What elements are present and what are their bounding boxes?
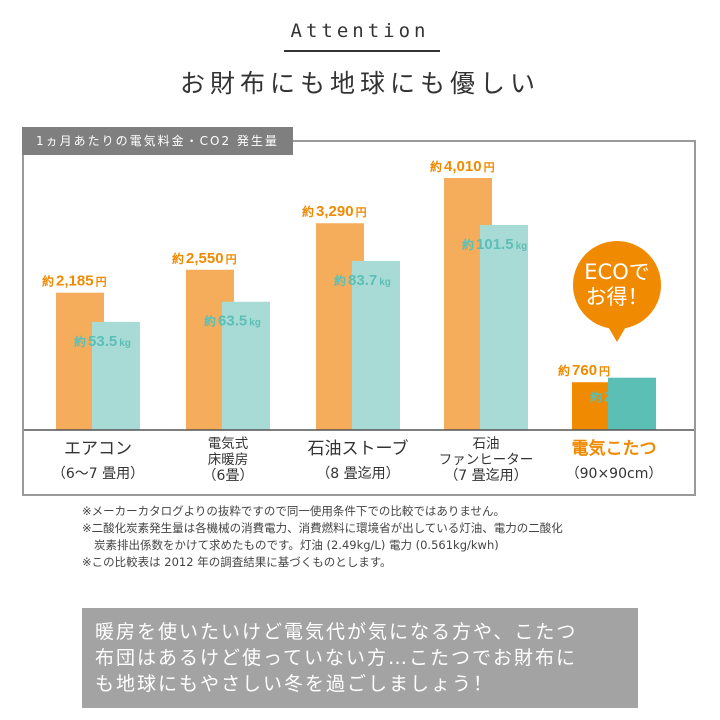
heading-underline: [284, 50, 440, 52]
heading: Attention: [290, 20, 430, 42]
data-label-yen: 約 3,290 円: [302, 203, 367, 220]
footnote: ※メーカーカタログよりの抜粋ですので同一使用条件下での比較ではありません。: [82, 504, 506, 518]
bar-co2: [92, 321, 140, 430]
category-label: 石油ストーブ: [308, 438, 409, 459]
data-label-yen: 約 4,010 円: [430, 158, 495, 175]
category-label: 電気こたつ: [572, 438, 657, 459]
chart-title: 1ヵ月あたりの電気料金・CO2 発生量: [22, 127, 293, 155]
data-label-co2: 約 101.5 kg: [462, 236, 527, 253]
category-label: （8 畳迄用）: [316, 466, 399, 482]
message-line: 暖房を使いたいけど電気代が気になる方や、こたつ: [95, 621, 578, 643]
category-label: 石油: [473, 436, 500, 452]
message-line: 布団はあるけど使っていない方…こたつでお財布に: [95, 647, 578, 669]
data-label-co2: 約 53.5 kg: [74, 333, 131, 350]
message-line: も地球にもやさしい冬を過ごしましょう！: [95, 673, 495, 695]
category-label: （6〜7 畳用）: [52, 466, 144, 482]
category-label: 床暖房: [208, 452, 249, 468]
bar-co2: [608, 377, 656, 430]
category-label: （90×90cm）: [566, 466, 663, 482]
footnote: 炭素排出係数をかけて求めたものです。灯油 (2.49kg/L) 電力 (0.56…: [94, 538, 499, 552]
category-label: ファンヒーター: [439, 452, 534, 468]
data-label-co2: 約 63.5 kg: [204, 313, 261, 330]
category-label: 電気式: [208, 436, 249, 452]
footnotes: ※メーカーカタログよりの抜粋ですので同一使用条件下での比較ではありません。 ※二…: [82, 503, 682, 571]
data-label-co2: 約 25.9 kg: [590, 389, 647, 406]
category-label: （7 畳迄用）: [444, 468, 527, 484]
category-label: （6畳）: [203, 468, 254, 484]
chart-frame: [22, 140, 696, 496]
callout-bubble: [573, 241, 661, 329]
message-box: 暖房を使いたいけど電気代が気になる方や、こたつ 布団はあるけど使っていない方…こ…: [82, 608, 638, 708]
data-label-yen: 約 2,185 円: [42, 273, 107, 290]
footnote: ※この比較表は 2012 年の調査結果に基づくものとします。: [82, 555, 392, 569]
bar-co2: [222, 301, 270, 430]
callout-text: ECOで: [584, 260, 649, 284]
data-label-co2: 約 83.7 kg: [334, 272, 391, 289]
data-label-yen: 約 2,550 円: [172, 250, 237, 267]
bar-co2: [352, 260, 400, 430]
footnote: ※二酸化炭素発生量は各機械の消費電力、消費燃料に環境省が出している灯油、電力の二…: [82, 521, 563, 535]
subheading: お財布にも地球にも優しい: [179, 69, 540, 98]
bar-co2: [480, 225, 528, 430]
data-label-yen: 約 760 円: [558, 362, 610, 379]
callout-text: お得！: [586, 285, 649, 309]
category-label: エアコン: [64, 439, 132, 459]
